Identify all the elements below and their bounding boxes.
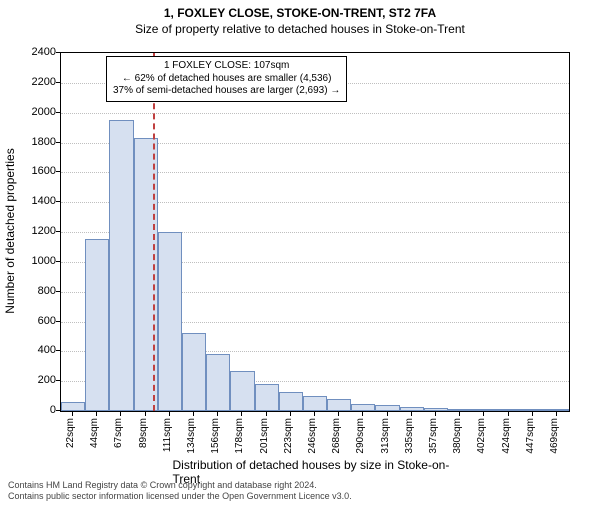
- histogram-bar: [109, 120, 133, 411]
- x-tick-mark: [217, 412, 218, 416]
- annotation-box: 1 FOXLEY CLOSE: 107sqm← 62% of detached …: [106, 56, 347, 102]
- y-tick-mark: [56, 350, 60, 351]
- chart-title: 1, FOXLEY CLOSE, STOKE-ON-TRENT, ST2 7FA: [0, 6, 600, 20]
- y-tick-mark: [56, 82, 60, 83]
- histogram-bar: [496, 409, 520, 411]
- chart-subtitle: Size of property relative to detached ho…: [0, 22, 600, 36]
- y-tick-mark: [56, 142, 60, 143]
- y-tick-label: 200: [22, 374, 56, 386]
- x-tick-mark: [169, 412, 170, 416]
- x-tick-mark: [96, 412, 97, 416]
- x-tick-mark: [266, 412, 267, 416]
- y-tick-mark: [56, 261, 60, 262]
- y-tick-label: 1200: [22, 225, 56, 237]
- x-tick-mark: [338, 412, 339, 416]
- annotation-line3: 37% of semi-detached houses are larger (…: [113, 85, 340, 98]
- x-tick-mark: [290, 412, 291, 416]
- histogram-bar: [351, 404, 375, 411]
- y-tick-label: 1400: [22, 195, 56, 207]
- annotation-line1: 1 FOXLEY CLOSE: 107sqm: [113, 60, 340, 73]
- footer-line1: Contains HM Land Registry data © Crown c…: [8, 480, 352, 491]
- y-tick-mark: [56, 380, 60, 381]
- y-tick-label: 2000: [22, 106, 56, 118]
- y-tick-label: 1000: [22, 255, 56, 267]
- x-tick-mark: [387, 412, 388, 416]
- y-tick-label: 1800: [22, 136, 56, 148]
- histogram-bar: [230, 371, 254, 411]
- histogram-bar: [61, 402, 85, 411]
- y-tick-label: 2200: [22, 76, 56, 88]
- y-tick-mark: [56, 321, 60, 322]
- y-axis-label: Number of detached properties: [3, 148, 17, 313]
- histogram-bar: [424, 408, 448, 411]
- histogram-bar: [327, 399, 351, 411]
- x-tick-mark: [556, 412, 557, 416]
- annotation-line2: ← 62% of detached houses are smaller (4,…: [113, 73, 340, 86]
- chart-plot-area: 1 FOXLEY CLOSE: 107sqm← 62% of detached …: [60, 52, 570, 412]
- histogram-bar: [85, 239, 109, 411]
- histogram-bar: [545, 409, 569, 411]
- histogram-bar: [448, 409, 472, 411]
- y-tick-mark: [56, 112, 60, 113]
- y-tick-mark: [56, 171, 60, 172]
- x-tick-mark: [193, 412, 194, 416]
- x-tick-mark: [72, 412, 73, 416]
- y-tick-mark: [56, 52, 60, 53]
- gridline: [61, 113, 569, 114]
- y-tick-mark: [56, 231, 60, 232]
- y-tick-label: 800: [22, 285, 56, 297]
- footer-attribution: Contains HM Land Registry data © Crown c…: [8, 480, 352, 502]
- y-tick-label: 2400: [22, 46, 56, 58]
- y-tick-mark: [56, 291, 60, 292]
- x-tick-mark: [532, 412, 533, 416]
- y-tick-label: 1600: [22, 165, 56, 177]
- histogram-bar: [303, 396, 327, 411]
- marker-vertical-line: [153, 53, 155, 411]
- x-tick-mark: [483, 412, 484, 416]
- x-tick-mark: [145, 412, 146, 416]
- y-tick-label: 0: [22, 404, 56, 416]
- histogram-bar: [255, 384, 279, 411]
- x-tick-mark: [314, 412, 315, 416]
- x-tick-mark: [362, 412, 363, 416]
- y-tick-mark: [56, 201, 60, 202]
- x-tick-mark: [508, 412, 509, 416]
- footer-line2: Contains public sector information licen…: [8, 491, 352, 502]
- histogram-bar: [182, 333, 206, 411]
- x-tick-mark: [459, 412, 460, 416]
- y-tick-label: 400: [22, 344, 56, 356]
- x-tick-mark: [241, 412, 242, 416]
- histogram-bar: [279, 392, 303, 411]
- x-tick-mark: [411, 412, 412, 416]
- histogram-bar: [472, 409, 496, 411]
- histogram-bar: [158, 232, 182, 411]
- histogram-bar: [400, 407, 424, 411]
- histogram-bar: [206, 354, 230, 411]
- y-tick-mark: [56, 410, 60, 411]
- histogram-bar: [521, 409, 545, 411]
- histogram-bar: [375, 405, 399, 411]
- y-tick-label: 600: [22, 315, 56, 327]
- x-tick-mark: [120, 412, 121, 416]
- x-tick-mark: [435, 412, 436, 416]
